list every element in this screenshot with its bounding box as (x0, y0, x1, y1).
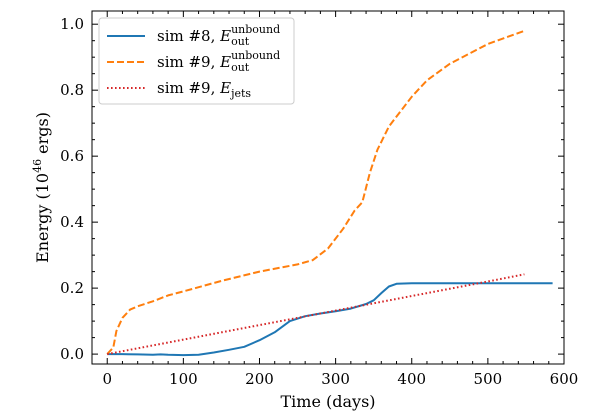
legend-label-symbol: E (219, 27, 231, 45)
legend-label-symbol: E (219, 53, 231, 71)
x-tick-label: 0 (102, 370, 112, 388)
x-tick-label: 600 (550, 370, 579, 388)
series-line-2 (106, 29, 525, 355)
legend-label-base: sim #9, (157, 79, 220, 97)
major-ticks (92, 11, 565, 364)
legend-label-sup: unbound (231, 23, 280, 36)
x-tick-label: 400 (397, 370, 426, 388)
legend-label-symbol: E (219, 79, 231, 97)
y-tick-label: 1.0 (60, 15, 84, 33)
legend-label-sub: out (231, 35, 250, 48)
legend-label-3: sim #9, Ejets (157, 79, 251, 100)
y-axis-label-tail: ergs) (33, 112, 52, 159)
legend-label-sub: jets (229, 87, 251, 100)
x-tick-label: 300 (321, 370, 350, 388)
legend-label-sub: out (231, 61, 250, 74)
legend-label-2: sim #9, Eunbound out (157, 49, 280, 74)
legend-label-1: sim #8, Eunbound out (157, 23, 280, 48)
x-axis-label: Time (days) (280, 392, 375, 411)
x-tick-label: 500 (474, 370, 503, 388)
y-tick-label: 0.8 (60, 81, 84, 99)
series-group (106, 29, 553, 357)
y-tick-label: 0.6 (60, 147, 84, 165)
x-tick-label: 200 (245, 370, 274, 388)
legend-label-sup: unbound (231, 49, 280, 62)
y-axis-label: Energy (1046 ergs) (31, 112, 52, 263)
y-axis-label-sup: 46 (31, 159, 44, 173)
legend-box (98, 17, 295, 105)
legend-label-base: sim #9, (157, 53, 220, 71)
y-axis-label-main: Energy (10 (33, 173, 52, 263)
series-line-1 (107, 282, 553, 357)
legend-label-base: sim #8, (157, 27, 220, 45)
x-tick-label: 100 (169, 370, 198, 388)
series-line-3 (107, 273, 525, 356)
plot-frame (91, 10, 565, 365)
y-tick-label: 0.4 (60, 213, 84, 231)
tick-labels: 0 100 200 300 400 500 600 0.0 0.2 0.4 0.6 0.8 1.0 (60, 15, 578, 388)
y-tick-label: 0.2 (60, 279, 84, 297)
y-tick-label: 0.0 (60, 345, 84, 363)
